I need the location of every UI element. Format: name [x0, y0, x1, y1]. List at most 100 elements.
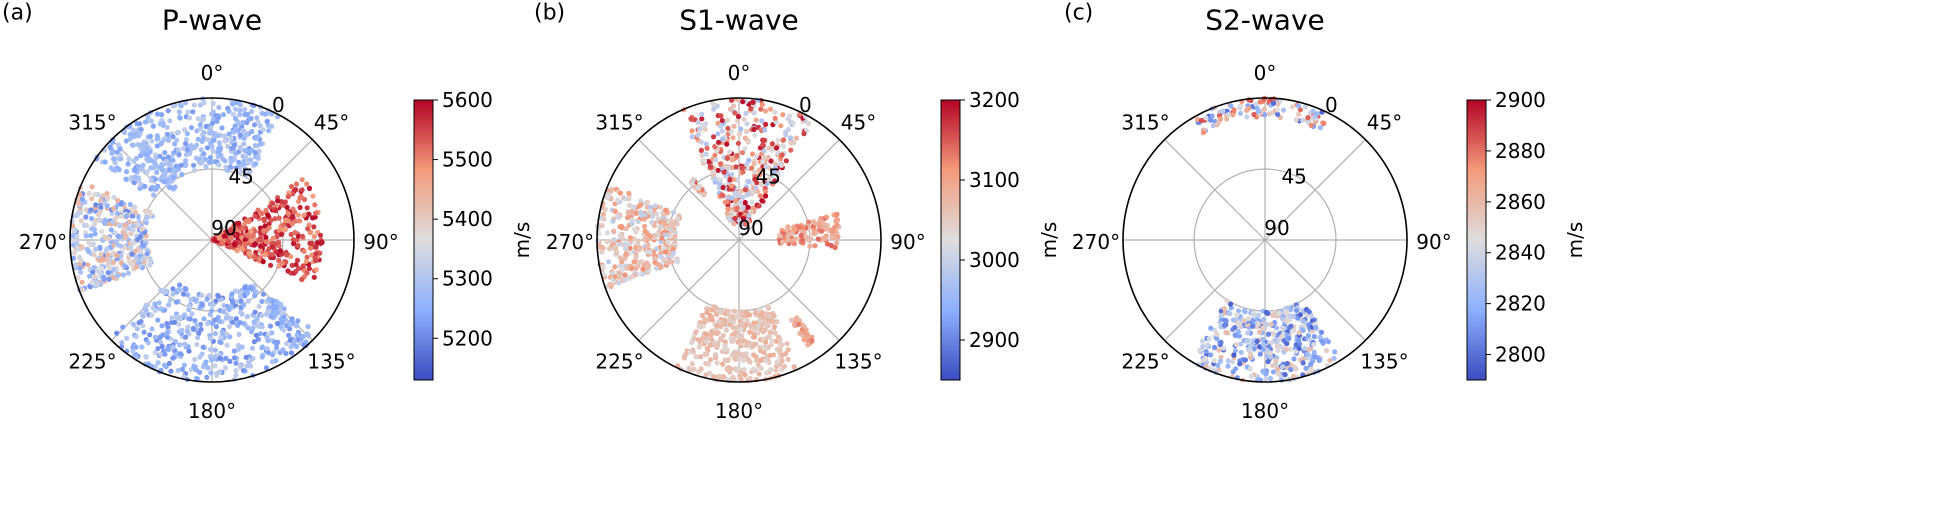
data-point [780, 144, 786, 150]
data-point [729, 195, 735, 201]
data-point [130, 262, 136, 268]
data-point [260, 127, 266, 133]
colorbar-tick-label: 2860 [1495, 190, 1546, 214]
data-point [269, 359, 275, 365]
data-point [170, 286, 176, 292]
data-point [703, 141, 710, 147]
data-point [1271, 331, 1277, 337]
data-point [168, 178, 174, 184]
data-point [268, 262, 274, 268]
data-point [204, 145, 210, 151]
data-point [236, 220, 242, 226]
data-point [720, 361, 726, 367]
data-point [639, 271, 646, 277]
data-point [633, 255, 639, 261]
data-point [712, 353, 719, 359]
data-point [1288, 323, 1294, 329]
data-point [1274, 366, 1281, 372]
data-point [687, 367, 694, 373]
colorbar-tick-label: 5400 [442, 207, 493, 231]
angle-tick-label: 180° [188, 399, 236, 423]
data-point [125, 270, 132, 276]
data-point [148, 118, 154, 124]
data-point [779, 352, 786, 358]
data-point [768, 158, 774, 164]
data-point [813, 221, 819, 227]
data-point [107, 265, 113, 271]
data-point [201, 100, 207, 106]
data-point [1290, 373, 1297, 379]
data-point [1256, 329, 1263, 335]
data-point [828, 242, 834, 248]
data-point [272, 311, 278, 317]
data-point [705, 347, 711, 353]
data-point [1280, 107, 1287, 113]
data-point [756, 306, 762, 313]
data-point [224, 342, 230, 348]
data-point [141, 329, 147, 335]
data-point [1273, 358, 1279, 364]
colorbar-tick-label: 3200 [969, 88, 1020, 112]
data-point [174, 137, 180, 143]
data-point [137, 121, 143, 127]
data-point [147, 256, 153, 262]
data-point [1267, 375, 1274, 382]
data-point [711, 106, 717, 112]
data-point [771, 169, 777, 175]
data-point [200, 344, 206, 350]
data-point [164, 329, 170, 335]
data-point [197, 122, 203, 128]
data-point [258, 243, 264, 249]
data-point [778, 123, 784, 129]
data-point [221, 233, 227, 239]
data-point [789, 238, 795, 244]
data-point [788, 147, 794, 153]
data-point [259, 298, 265, 304]
data-point [83, 233, 89, 239]
data-point [256, 148, 262, 154]
data-point [170, 344, 176, 350]
data-point [243, 171, 249, 178]
data-point [662, 219, 668, 225]
data-point [612, 274, 618, 280]
data-point [616, 280, 622, 286]
data-point [609, 270, 615, 276]
data-point [301, 248, 307, 254]
data-point [1275, 371, 1281, 377]
data-point [1268, 321, 1274, 327]
data-point [768, 366, 774, 373]
data-point [1244, 114, 1250, 120]
data-point [273, 303, 279, 310]
data-point [181, 374, 187, 380]
data-point [707, 312, 713, 318]
data-point [772, 330, 778, 336]
data-point [204, 374, 210, 380]
data-point [290, 206, 296, 212]
data-point [728, 183, 735, 189]
data-point [1232, 332, 1238, 338]
data-point [252, 309, 258, 315]
data-point [186, 316, 192, 322]
data-point [166, 360, 172, 366]
data-point [317, 232, 324, 238]
data-point [289, 262, 295, 268]
data-point [147, 133, 153, 139]
data-point [172, 319, 178, 325]
data-point [740, 357, 746, 363]
data-point [144, 209, 150, 215]
data-point [617, 255, 623, 261]
data-point [771, 324, 778, 330]
data-point [1274, 325, 1280, 331]
data-point [769, 338, 775, 344]
data-point [777, 342, 784, 348]
data-point [729, 157, 735, 163]
data-point [801, 131, 807, 137]
data-point [647, 234, 654, 240]
data-point [785, 126, 792, 132]
data-point [297, 218, 303, 224]
data-point [306, 185, 313, 191]
data-point [83, 207, 89, 213]
data-point [774, 145, 780, 151]
data-point [163, 289, 169, 295]
data-point [176, 342, 183, 348]
